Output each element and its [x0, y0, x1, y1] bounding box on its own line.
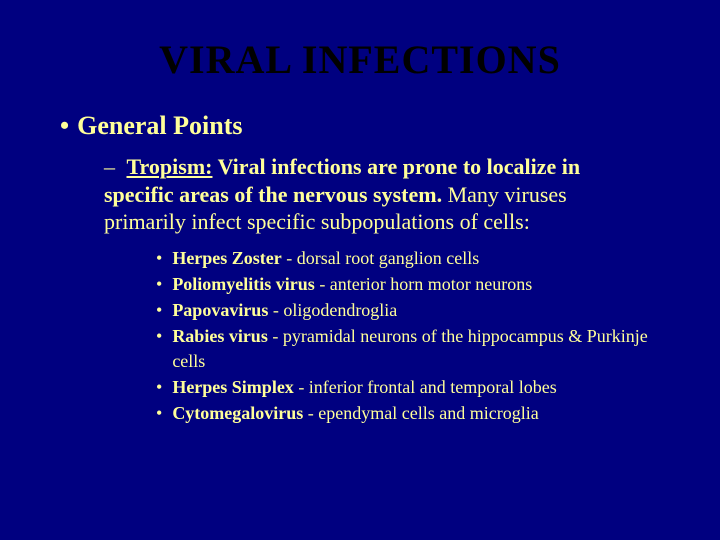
slide-title: VIRAL INFECTIONS: [48, 36, 672, 83]
list-item-content: Papovavirus - oligodendroglia: [172, 298, 652, 322]
level2-term: Tropism:: [127, 154, 213, 179]
list-item: • Herpes Zoster - dorsal root ganglion c…: [156, 246, 652, 270]
level1-heading: • General Points: [60, 111, 672, 141]
level1-bullet: •: [60, 111, 69, 140]
list-item-content: Herpes Simplex - inferior frontal and te…: [172, 375, 652, 399]
item-rest: - ependymal cells and microglia: [303, 403, 538, 423]
item-bold: Rabies virus: [172, 326, 268, 346]
level3-list: • Herpes Zoster - dorsal root ganglion c…: [156, 246, 652, 426]
list-item: • Herpes Simplex - inferior frontal and …: [156, 375, 652, 399]
list-item-content: Cytomegalovirus - ependymal cells and mi…: [172, 401, 652, 425]
bullet-icon: •: [156, 324, 162, 373]
level2-dash: –: [104, 154, 115, 179]
item-rest: - dorsal root ganglion cells: [282, 248, 479, 268]
item-bold: Papovavirus: [172, 300, 268, 320]
item-bold: Cytomegalovirus: [172, 403, 303, 423]
item-bold: Herpes Simplex: [172, 377, 294, 397]
item-bold: Poliomyelitis virus: [172, 274, 315, 294]
level1-text: General Points: [77, 111, 242, 140]
list-item: • Papovavirus - oligodendroglia: [156, 298, 652, 322]
bullet-icon: •: [156, 246, 162, 270]
item-rest: - inferior frontal and temporal lobes: [294, 377, 557, 397]
bullet-icon: •: [156, 401, 162, 425]
list-item-content: Poliomyelitis virus - anterior horn moto…: [172, 272, 652, 296]
list-item: • Rabies virus - pyramidal neurons of th…: [156, 324, 652, 373]
item-bold: Herpes Zoster: [172, 248, 281, 268]
list-item-content: Rabies virus - pyramidal neurons of the …: [172, 324, 652, 373]
item-rest: - oligodendroglia: [268, 300, 397, 320]
item-rest: - anterior horn motor neurons: [315, 274, 532, 294]
list-item: • Cytomegalovirus - ependymal cells and …: [156, 401, 652, 425]
bullet-icon: •: [156, 298, 162, 322]
list-item-content: Herpes Zoster - dorsal root ganglion cel…: [172, 246, 652, 270]
bullet-icon: •: [156, 272, 162, 296]
bullet-icon: •: [156, 375, 162, 399]
level2-paragraph: – Tropism: Viral infections are prone to…: [104, 153, 652, 236]
list-item: • Poliomyelitis virus - anterior horn mo…: [156, 272, 652, 296]
